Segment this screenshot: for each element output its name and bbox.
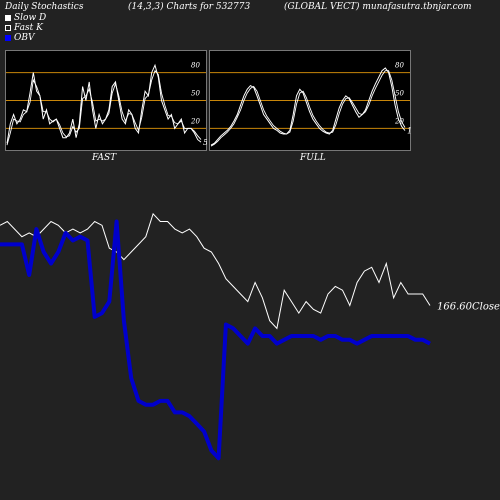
close-price-line — [0, 212, 431, 330]
fast-stochastic-panel: 80 50 20 5.3 — [5, 50, 207, 151]
legend-item-slow-d: Slow D — [5, 13, 46, 23]
legend-label-fast-k: Fast K — [14, 23, 43, 33]
legend-item-obv: OBV — [5, 33, 35, 43]
fast-series-line-1 — [6, 69, 202, 146]
fast-panel-title: FAST — [92, 153, 117, 163]
legend-swatch-fast-k — [5, 25, 11, 31]
close-value-label: 166.60Close — [437, 301, 500, 312]
full-stochastic-panel: 80502017.59 — [209, 50, 411, 151]
legend-item-fast-k: Fast K — [5, 23, 43, 33]
obv-line — [0, 219, 431, 461]
fast-last-value-label: 5.3 — [203, 138, 207, 147]
legend-label-obv: OBV — [14, 33, 35, 43]
full-panel-title: FULL — [300, 153, 326, 163]
fast-tick-label-80: 80 — [191, 62, 200, 70]
full-series-line-0 — [210, 67, 406, 146]
legend-label-slow-d: Slow D — [14, 13, 47, 23]
chart-title: Daily Stochastics — [5, 2, 84, 12]
company-label: (GLOBAL VECT) munafasutra.tbnjar.com — [284, 2, 472, 12]
legend-swatch-slow-d — [5, 15, 11, 21]
fast-tick-label-50: 50 — [191, 90, 200, 98]
chart-params: (14,3,3) Charts for 532773 — [128, 2, 251, 12]
full-last-value-label: 17.59 — [407, 127, 411, 136]
full-tick-label-80: 80 — [395, 62, 404, 70]
fast-tick-label-20: 20 — [190, 117, 200, 125]
price-obv-chart: 166.60Close — [0, 212, 500, 461]
full-tick-label-50: 50 — [395, 90, 404, 98]
full-series-line-1 — [210, 70, 406, 147]
legend-swatch-obv — [5, 35, 11, 41]
